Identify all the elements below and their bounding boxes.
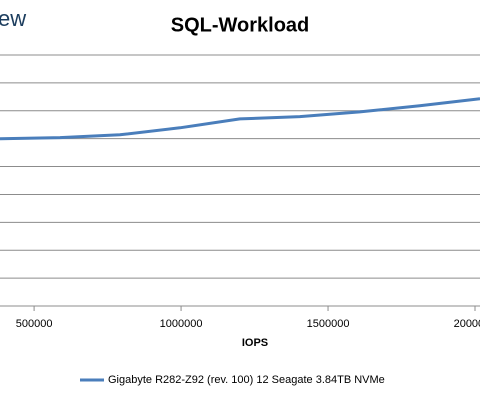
x-tick-label: 1500000 (307, 318, 350, 330)
x-tick-label: 1000000 (160, 318, 203, 330)
x-tick-label: 2000000 (454, 318, 480, 330)
data-line (0, 97, 480, 141)
legend-label: Gigabyte R282-Z92 (rev. 100) 12 Seagate … (108, 374, 385, 386)
logo-text: ew (0, 6, 26, 31)
plot-area (0, 97, 480, 141)
x-tick-label: 500000 (16, 318, 53, 330)
x-axis-label: IOPS (242, 337, 268, 349)
chart-title: SQL-Workload (171, 14, 310, 36)
